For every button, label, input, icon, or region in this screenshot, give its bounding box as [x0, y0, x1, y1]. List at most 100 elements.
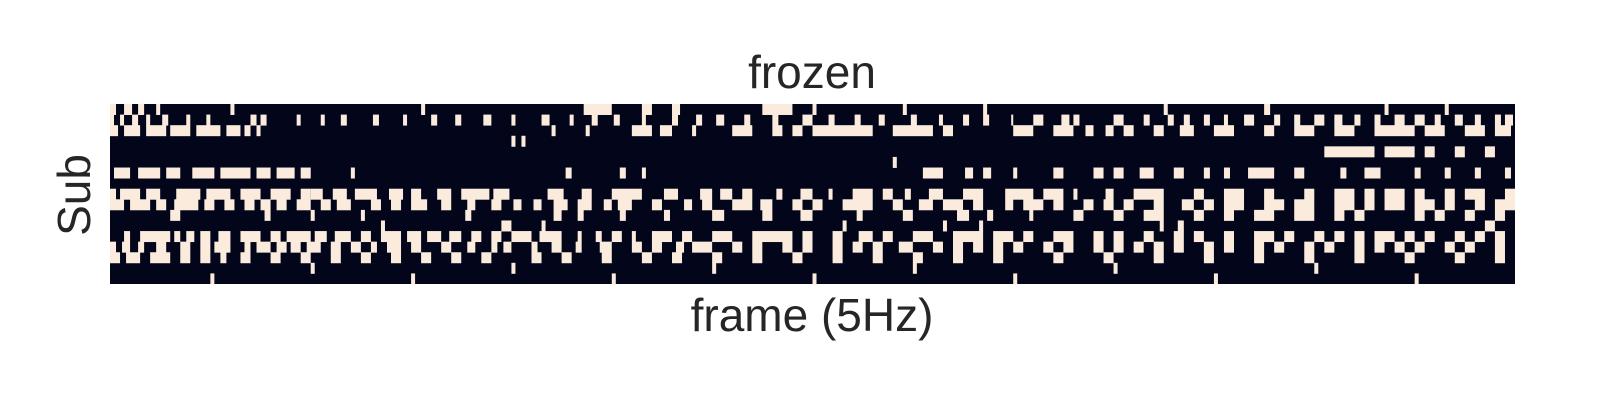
heatmap-cell [491, 199, 502, 211]
heatmap-cell [1454, 114, 1463, 126]
heatmap-cell [1223, 209, 1234, 221]
heatmap-cell [641, 114, 646, 126]
heatmap-cell [411, 273, 416, 285]
heatmap-cell [511, 231, 532, 243]
heatmap-cell [1304, 252, 1315, 264]
heatmap-cell [1013, 125, 1034, 137]
heatmap-cell [539, 231, 562, 243]
heatmap-cell [752, 252, 763, 264]
heatmap-cell [441, 241, 452, 253]
heatmap-row-5 [1324, 146, 1495, 158]
heatmap-cell [1374, 114, 1381, 126]
heatmap-cell [993, 252, 1004, 264]
heatmap-cell [553, 209, 562, 221]
heatmap-cell [1123, 199, 1134, 211]
heatmap-cell [792, 125, 803, 137]
heatmap-cell [1404, 231, 1415, 243]
heatmap-cell [892, 125, 933, 137]
heatmap-row-9 [110, 188, 1515, 200]
heatmap-cell [641, 104, 652, 115]
heatmap-cell [1334, 231, 1345, 243]
heatmap-cell [431, 114, 438, 126]
heatmap-cell [1264, 104, 1271, 115]
heatmap-cell [244, 125, 251, 137]
heatmap-cell [1173, 231, 1184, 243]
heatmap-cell [732, 125, 753, 137]
heatmap-cell [192, 167, 215, 179]
heatmap-cell [354, 188, 377, 200]
heatmap-row-7 [114, 167, 1511, 179]
heatmap-cell [663, 188, 679, 200]
heatmap-cell [953, 252, 964, 264]
heatmap-cell [1484, 146, 1495, 158]
heatmap-cell [150, 252, 171, 264]
heatmap-cell [1384, 104, 1389, 115]
heatmap-cell [752, 241, 763, 253]
heatmap-cell [979, 220, 984, 232]
heatmap-cell [1177, 220, 1184, 232]
heatmap-cell [802, 231, 813, 243]
heatmap-cell [1334, 199, 1355, 211]
heatmap-cell [993, 231, 1014, 243]
heatmap-cell [599, 241, 612, 253]
heatmap-cell [1113, 231, 1124, 243]
heatmap-cell [296, 199, 311, 211]
heatmap-row-15 [110, 252, 1505, 264]
heatmap-cell [993, 241, 1004, 253]
heatmap-cell [174, 231, 181, 243]
heatmap-cell [388, 188, 404, 200]
heatmap-cell [682, 231, 693, 243]
heatmap-cell [651, 231, 672, 243]
x-axis-label: frame (5Hz) [691, 289, 934, 341]
heatmap-cell [386, 241, 402, 253]
heatmap-cell [1113, 241, 1124, 253]
heatmap-cell [1504, 188, 1515, 200]
heatmap-cell [832, 231, 843, 243]
heatmap-cell [1013, 273, 1018, 285]
heatmap-cell [1223, 199, 1245, 211]
heatmap-cell [898, 241, 913, 253]
heatmap-cell [842, 199, 873, 211]
heatmap-cell [1374, 125, 1415, 137]
heatmap-cell [672, 114, 679, 126]
heatmap-cell [1093, 167, 1104, 179]
heatmap-cell [1504, 114, 1513, 126]
heatmap-cell [1444, 188, 1455, 200]
heatmap-cell [762, 104, 793, 115]
heatmap-row-4 [511, 135, 526, 147]
heatmap-cell [732, 199, 753, 211]
heatmap-cell [1444, 241, 1455, 253]
heatmap-cell [124, 125, 141, 137]
heatmap-cell [892, 156, 897, 168]
heatmap-cell [700, 188, 713, 200]
heatmap-cell [380, 220, 385, 232]
heatmap-cell [114, 167, 131, 179]
heatmap-cell [1384, 199, 1405, 211]
heatmap-cell [1193, 188, 1204, 200]
heatmap-cell [210, 273, 215, 285]
heatmap-cell [1193, 231, 1204, 243]
heatmap-cell [170, 209, 181, 221]
heatmap-cell [912, 262, 917, 274]
heatmap-cell [611, 188, 642, 200]
heatmap-cell [230, 104, 235, 115]
heatmap-cell [513, 199, 522, 211]
chart-title: frozen [748, 46, 876, 98]
heatmap-cell [882, 231, 893, 243]
heatmap-cell [360, 252, 371, 264]
heatmap-cell [1464, 188, 1485, 200]
heatmap-cell [260, 114, 267, 126]
heatmap-cell [124, 104, 133, 115]
heatmap-cell [465, 209, 472, 221]
heatmap-cell [146, 125, 167, 137]
heatmap-cell [360, 209, 365, 221]
heatmap-cell [1029, 209, 1034, 221]
heatmap-cell [828, 114, 835, 126]
heatmap-cell [1484, 220, 1495, 232]
heatmap-cell [1434, 114, 1441, 126]
heatmap-cell [1414, 273, 1419, 285]
heatmap-cell [547, 188, 564, 200]
heatmap-cell [1314, 114, 1325, 126]
heatmap-cell [1213, 273, 1218, 285]
heatmap-cell [166, 167, 181, 179]
